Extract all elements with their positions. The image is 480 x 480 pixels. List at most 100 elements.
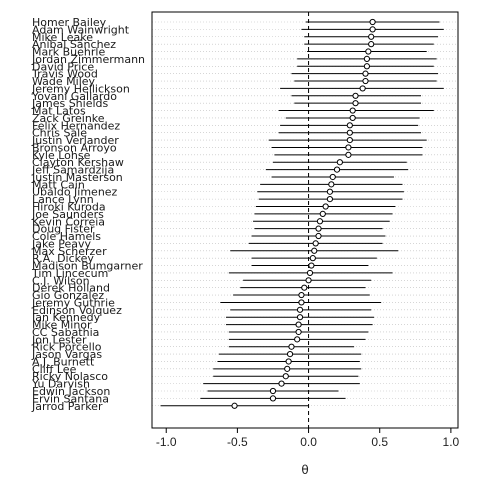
row-label: Jordan Zimmermann [31, 53, 145, 66]
estimate-point [312, 240, 319, 247]
row-label: A.J. Burnett [32, 355, 95, 368]
estimate-point [315, 225, 322, 232]
estimate-point [349, 114, 356, 122]
estimate-point [306, 269, 314, 277]
row-label: Derek Holland [32, 282, 110, 295]
estimate-point [329, 173, 336, 181]
row-label: Tim Lincecum [31, 267, 108, 280]
row-label: Zack Greinke [32, 112, 105, 125]
row-label: Jake Peavy [31, 237, 91, 250]
row-label: Ricky Nolasco [32, 370, 108, 383]
row-label: Jeremy Hellickson [31, 82, 130, 95]
row-label: Chris Sale [32, 127, 87, 140]
row-label: R.A. Dickey [32, 252, 94, 265]
estimate-point [316, 218, 324, 225]
row-label: Cole Hamels [32, 230, 101, 243]
row-label: Felix Hernandez [32, 119, 120, 132]
estimate-point [352, 92, 359, 99]
row-label: Max Scherzer [32, 245, 107, 258]
row-label: Mat Latos [32, 105, 86, 118]
estimate-point [319, 210, 326, 217]
estimate-point [288, 343, 295, 350]
row-label: Mark Buehrle [32, 46, 105, 59]
row-label: Lance Lynn [32, 193, 94, 206]
row-label: Adam Wainwright [32, 23, 130, 36]
estimate-point [269, 395, 277, 402]
estimate-point [295, 328, 302, 336]
row-label: C.J. Wilson [32, 274, 90, 287]
row-label: Edwin Jackson [32, 385, 110, 398]
estimate-point [301, 284, 308, 291]
row-label: Aníbal Sánchez [32, 38, 116, 51]
estimate-point [362, 70, 369, 77]
estimate-point [365, 48, 372, 55]
row-label: Kevin Correia [32, 215, 105, 228]
estimate-point [346, 136, 353, 144]
estimate-point [362, 77, 369, 85]
estimate-point [345, 144, 352, 151]
estimate-point [326, 196, 334, 203]
x-tick-label: 0.0 [300, 435, 317, 449]
row-label: Justin Verlander [31, 134, 119, 147]
estimate-points [231, 18, 376, 409]
row-label: Hiroki Kuroda [32, 201, 106, 214]
row-label: Ervin Santana [32, 392, 109, 405]
estimate-point [322, 203, 329, 210]
estimate-point [326, 188, 334, 195]
row-label: Yu Darvish [31, 378, 90, 391]
row-label: Doug Fister [32, 223, 95, 236]
row-label: Madison Bumgarner [32, 260, 143, 273]
row-label: Bronson Arroyo [32, 141, 117, 154]
estimate-point [315, 232, 322, 240]
row-label: David Price [32, 60, 94, 73]
row-label: Justin Masterson [31, 171, 123, 184]
estimate-point [309, 255, 316, 262]
row-label: Mike Minor [32, 319, 92, 332]
estimate-point [368, 41, 375, 48]
row-label: Travis Wood [31, 68, 98, 81]
row-label: Cliff Lee [32, 363, 77, 376]
estimate-point [363, 55, 371, 63]
estimate-point [231, 402, 238, 409]
estimate-point [282, 373, 289, 380]
estimate-point [311, 247, 318, 254]
estimate-point [359, 85, 366, 92]
plot-frame [151, 11, 459, 429]
x-tick-label: -1.0 [156, 435, 177, 449]
estimate-point [333, 166, 341, 173]
estimate-point [368, 33, 375, 40]
x-tick-label: 1.0 [443, 435, 460, 449]
row-label: Ian Kennedy [32, 311, 101, 324]
row-label: Jeremy Guthrie [31, 296, 115, 309]
row-label: Kyle Lohse [32, 149, 91, 162]
estimate-point [269, 387, 277, 395]
estimate-point [295, 321, 302, 328]
row-label: Matt Cain [32, 178, 85, 191]
estimate-point [298, 299, 305, 306]
row-label: Ubaldo Jimenez [32, 186, 118, 199]
x-tick-label: 0.5 [371, 435, 388, 449]
estimate-point [308, 262, 315, 269]
estimate-point [298, 291, 305, 299]
estimate-point [328, 181, 335, 188]
estimate-point [286, 351, 294, 358]
estimate-point [285, 358, 292, 365]
x-tick-label: -0.5 [227, 435, 248, 449]
row-label: Rick Porcello [32, 341, 102, 354]
estimate-point [296, 306, 304, 313]
estimate-point [349, 107, 356, 114]
row-label: James Shields [31, 97, 109, 110]
row-label: Yovani Gallardo [31, 90, 117, 103]
estimate-point [284, 365, 291, 372]
row-label: Jason Vargas [31, 348, 102, 361]
row-label: Joe Saunders [31, 208, 104, 221]
x-axis: -1.0 -0.5 0.0 0.5 1.0 [156, 428, 460, 449]
estimate-point [336, 159, 343, 166]
estimate-point [346, 129, 353, 136]
estimate-point [278, 380, 285, 387]
estimate-point [294, 336, 301, 343]
row-label: Jeff Samardzija [31, 164, 114, 177]
